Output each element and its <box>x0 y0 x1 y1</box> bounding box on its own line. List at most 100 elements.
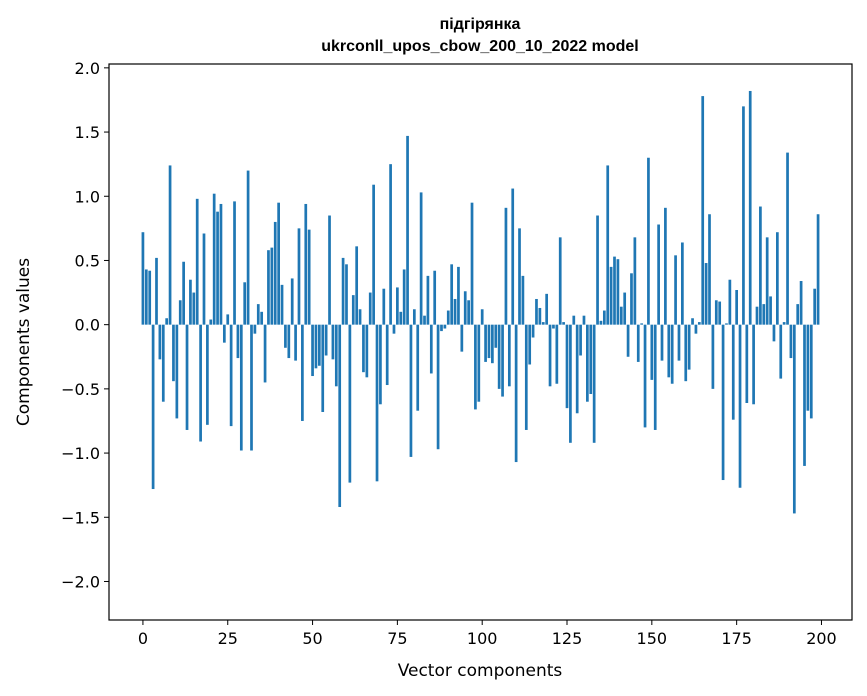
y-tick-label: −2.0 <box>61 572 100 591</box>
bar-23 <box>219 203 223 325</box>
bar-76 <box>399 311 403 325</box>
bar-103 <box>491 324 494 364</box>
bar-0 <box>141 232 145 325</box>
bar-83 <box>423 315 426 325</box>
y-axis-label: Components values <box>14 258 34 426</box>
bar-133 <box>592 324 596 443</box>
bar-164 <box>697 322 701 325</box>
bar-186 <box>772 324 776 342</box>
bar-2 <box>148 270 152 325</box>
bar-139 <box>613 256 616 325</box>
bar-148 <box>643 324 647 428</box>
bar-20 <box>209 319 213 325</box>
bar-110 <box>514 324 518 463</box>
x-tick-label: 0 <box>138 629 148 648</box>
bar-142 <box>623 292 627 325</box>
bar-54 <box>324 324 328 356</box>
bar-17 <box>199 324 202 442</box>
bar-145 <box>633 237 637 325</box>
bar-51 <box>314 324 318 369</box>
bar-89 <box>443 324 447 329</box>
bar-169 <box>714 300 718 325</box>
bar-114 <box>528 324 532 365</box>
x-tick-label: 125 <box>552 629 583 648</box>
bar-69 <box>375 324 379 482</box>
bar-46 <box>297 228 301 325</box>
bar-126 <box>569 324 572 443</box>
bar-59 <box>341 257 345 325</box>
x-tick-label: 150 <box>637 629 668 648</box>
bar-166 <box>704 263 708 325</box>
bar-5 <box>158 324 162 360</box>
x-axis-ticks: 0 25 50 75 100 125 150 175 200 <box>138 620 837 648</box>
bar-11 <box>178 300 182 325</box>
bar-98 <box>474 324 477 410</box>
bar-122 <box>555 324 559 384</box>
bar-117 <box>538 307 542 325</box>
bar-107 <box>504 207 508 325</box>
bar-192 <box>792 324 796 514</box>
bar-99 <box>477 324 481 402</box>
chart-title-line-2: ukrconll_upos_cbow_200_10_2022 model <box>321 38 638 55</box>
bar-131 <box>586 324 589 402</box>
bar-10 <box>175 324 179 419</box>
bar-155 <box>667 324 671 378</box>
bar-170 <box>718 301 722 325</box>
bar-9 <box>172 324 175 382</box>
bar-196 <box>806 324 810 411</box>
bar-140 <box>616 259 620 325</box>
bar-26 <box>229 324 233 427</box>
y-axis-ticks: 2.0 1.5 1.0 0.5 0.0 −0.5 −1.0 −1.5 −2.0 <box>61 59 109 591</box>
bar-198 <box>813 288 817 325</box>
x-tick-label: 75 <box>387 629 407 648</box>
bar-53 <box>321 324 325 412</box>
bar-93 <box>457 266 460 325</box>
bar-49 <box>307 229 311 325</box>
bar-130 <box>582 315 586 325</box>
y-tick-label: −0.5 <box>61 380 100 399</box>
bar-87 <box>436 324 440 450</box>
bar-173 <box>728 279 732 325</box>
bar-60 <box>345 264 348 325</box>
bar-100 <box>480 309 484 325</box>
bar-64 <box>358 309 362 325</box>
bar-12 <box>182 261 185 325</box>
bar-73 <box>389 164 392 325</box>
bar-21 <box>212 193 216 325</box>
y-tick-label: 1.0 <box>75 187 100 206</box>
bar-19 <box>206 324 209 425</box>
bar-115 <box>531 324 535 338</box>
bar-40 <box>277 202 280 325</box>
bar-85 <box>429 324 433 374</box>
bar-25 <box>226 314 230 325</box>
bar-123 <box>558 237 562 325</box>
x-tick-label: 50 <box>302 629 322 648</box>
bar-37 <box>267 250 270 325</box>
bar-181 <box>755 306 759 325</box>
bar-179 <box>748 90 752 325</box>
bar-180 <box>752 324 755 405</box>
bar-63 <box>355 246 359 325</box>
bar-34 <box>256 304 260 325</box>
bar-31 <box>246 170 250 325</box>
bar-128 <box>575 324 579 414</box>
bar-195 <box>803 324 806 466</box>
chart-title-line-1: підгірянка <box>440 16 521 33</box>
bar-68 <box>372 184 375 325</box>
bar-91 <box>450 264 454 325</box>
bar-185 <box>769 296 772 325</box>
bar-156 <box>670 324 674 384</box>
bar-86 <box>433 270 437 325</box>
bar-111 <box>518 228 521 325</box>
bar-143 <box>626 324 630 357</box>
bar-57 <box>334 324 338 387</box>
bar-22 <box>216 211 219 325</box>
bar-66 <box>365 324 369 378</box>
bar-39 <box>273 221 277 325</box>
bar-176 <box>738 324 742 488</box>
bar-102 <box>487 324 491 359</box>
bar-106 <box>501 324 504 397</box>
bar-163 <box>694 324 698 334</box>
bar-162 <box>691 318 694 325</box>
bar-82 <box>419 192 423 325</box>
